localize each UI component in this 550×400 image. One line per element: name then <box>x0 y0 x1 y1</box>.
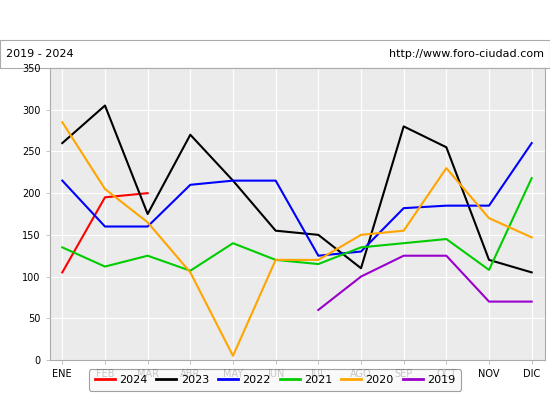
Text: Evolucion Nº Turistas Nacionales en el municipio de Longares: Evolucion Nº Turistas Nacionales en el m… <box>70 14 480 26</box>
Text: http://www.foro-ciudad.com: http://www.foro-ciudad.com <box>389 49 544 59</box>
Text: 2019 - 2024: 2019 - 2024 <box>6 49 73 59</box>
Legend: 2024, 2023, 2022, 2021, 2020, 2019: 2024, 2023, 2022, 2021, 2020, 2019 <box>89 370 461 390</box>
